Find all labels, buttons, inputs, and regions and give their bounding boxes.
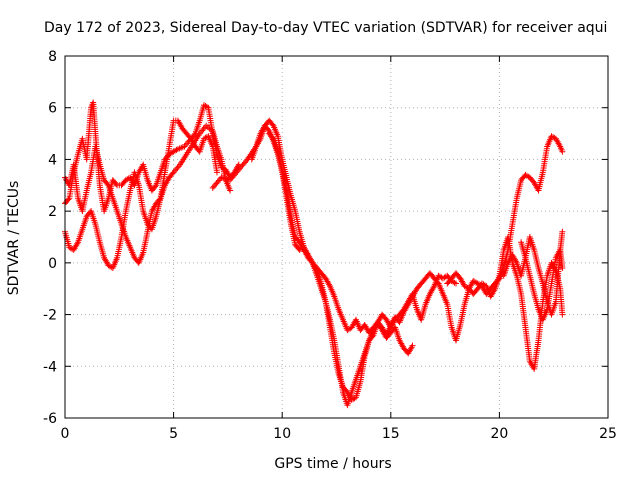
x-tick-label: 15	[382, 426, 400, 442]
y-axis-label: SDTVAR / TECUs	[6, 180, 22, 296]
y-tick-label: 8	[48, 49, 57, 65]
data-points	[62, 99, 566, 409]
y-tick-label: -6	[43, 411, 57, 427]
x-tick-label: 5	[169, 426, 178, 442]
y-tick-label: -2	[43, 308, 57, 324]
series-sat-j	[518, 239, 566, 323]
axis-ticks: 0 5 10 15 20 25 -6 -4 -2 0 2 4 6 8	[43, 49, 617, 442]
y-tick-label: 2	[48, 204, 57, 220]
x-tick-label: 20	[490, 426, 508, 442]
x-tick-label: 0	[61, 426, 70, 442]
plot-frame	[64, 55, 609, 419]
series-sat-d	[209, 117, 416, 357]
y-axis-label-wrap: SDTVAR / TECUs	[0, 0, 28, 480]
y-tick-label: 4	[48, 152, 57, 168]
x-axis-label: GPS time / hours	[274, 456, 392, 472]
y-tick-label: 0	[48, 256, 57, 272]
y-tick-label: -4	[43, 359, 57, 375]
series-sat-f	[266, 130, 503, 403]
series-sat-h	[487, 133, 566, 292]
x-tick-label: 10	[273, 426, 291, 442]
y-tick-label: 6	[48, 101, 57, 117]
chart-title: Day 172 of 2023, Sidereal Day-to-day VTE…	[44, 20, 608, 36]
x-tick-label: 25	[599, 426, 617, 442]
